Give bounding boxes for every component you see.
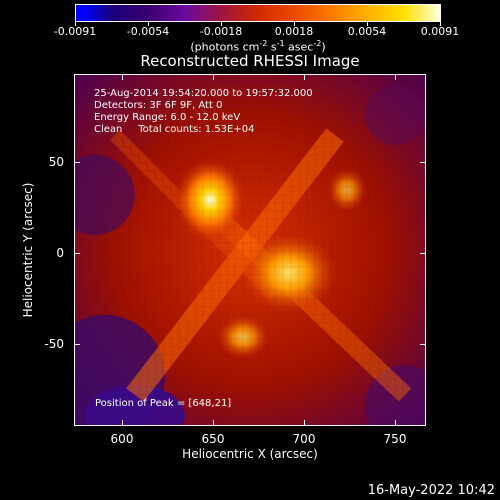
x-tick	[395, 420, 396, 426]
info-time-range: 25-Aug-2014 19:54:20.000 to 19:57:32.000	[94, 88, 313, 99]
y-tick-label: 0	[56, 246, 64, 260]
image-canvas	[75, 75, 425, 425]
info-clean-counts: Clean Total counts: 1.53E+04	[94, 124, 255, 135]
x-tick	[304, 420, 305, 426]
x-tick	[213, 74, 214, 80]
colorbar-units: (photons cm-2 s-1 asec-2)	[190, 39, 326, 54]
image-title: Reconstructed RHESSI Image	[140, 52, 360, 70]
colorbar-tick-label: -0.0018	[199, 25, 243, 38]
y-tick	[420, 162, 426, 163]
colorbar-tick	[221, 22, 222, 26]
colorbar	[75, 4, 441, 22]
x-axis-label: Heliocentric X (arcsec)	[182, 447, 318, 461]
info-detectors: Detectors: 3F 6F 9F, Att 0	[94, 100, 223, 111]
colorbar-tick-label: 0.0091	[420, 25, 460, 38]
peak-position: Position of Peak = [648,21]	[95, 398, 232, 409]
y-tick-label: -50	[44, 337, 64, 351]
y-axis-label: Heliocentric Y (arcsec)	[21, 182, 35, 318]
x-tick-label: 600	[110, 432, 134, 446]
timestamp: 16-May-2022 10:42	[367, 483, 495, 498]
y-tick	[420, 344, 426, 345]
x-tick	[122, 74, 123, 80]
y-tick	[74, 344, 80, 345]
y-tick-label: 50	[48, 155, 64, 169]
colorbar-tick-label: -0.0091	[53, 25, 97, 38]
colorbar-tick-label: 0.0054	[347, 25, 387, 38]
x-tick-label: 700	[292, 432, 316, 446]
x-tick	[213, 420, 214, 426]
x-tick	[304, 74, 305, 80]
x-tick-label: 750	[383, 432, 407, 446]
y-tick	[420, 253, 426, 254]
info-energy-range: Energy Range: 6.0 - 12.0 keV	[94, 112, 241, 123]
y-tick	[74, 253, 80, 254]
x-tick	[395, 74, 396, 80]
y-tick	[74, 162, 80, 163]
colorbar-tick-label: 0.0018	[274, 25, 314, 38]
x-tick-label: 650	[201, 432, 225, 446]
colorbar-tick	[148, 22, 149, 26]
x-tick	[122, 420, 123, 426]
colorbar-tick-label: -0.0054	[126, 25, 170, 38]
colorbar-tick	[294, 22, 295, 26]
colorbar-tick	[367, 22, 368, 26]
solar-image	[74, 74, 426, 426]
colorbar-tick	[75, 22, 76, 26]
colorbar-tick	[440, 22, 441, 26]
observation-info: 25-Aug-2014 19:54:20.000 to 19:57:32.000…	[94, 88, 313, 136]
